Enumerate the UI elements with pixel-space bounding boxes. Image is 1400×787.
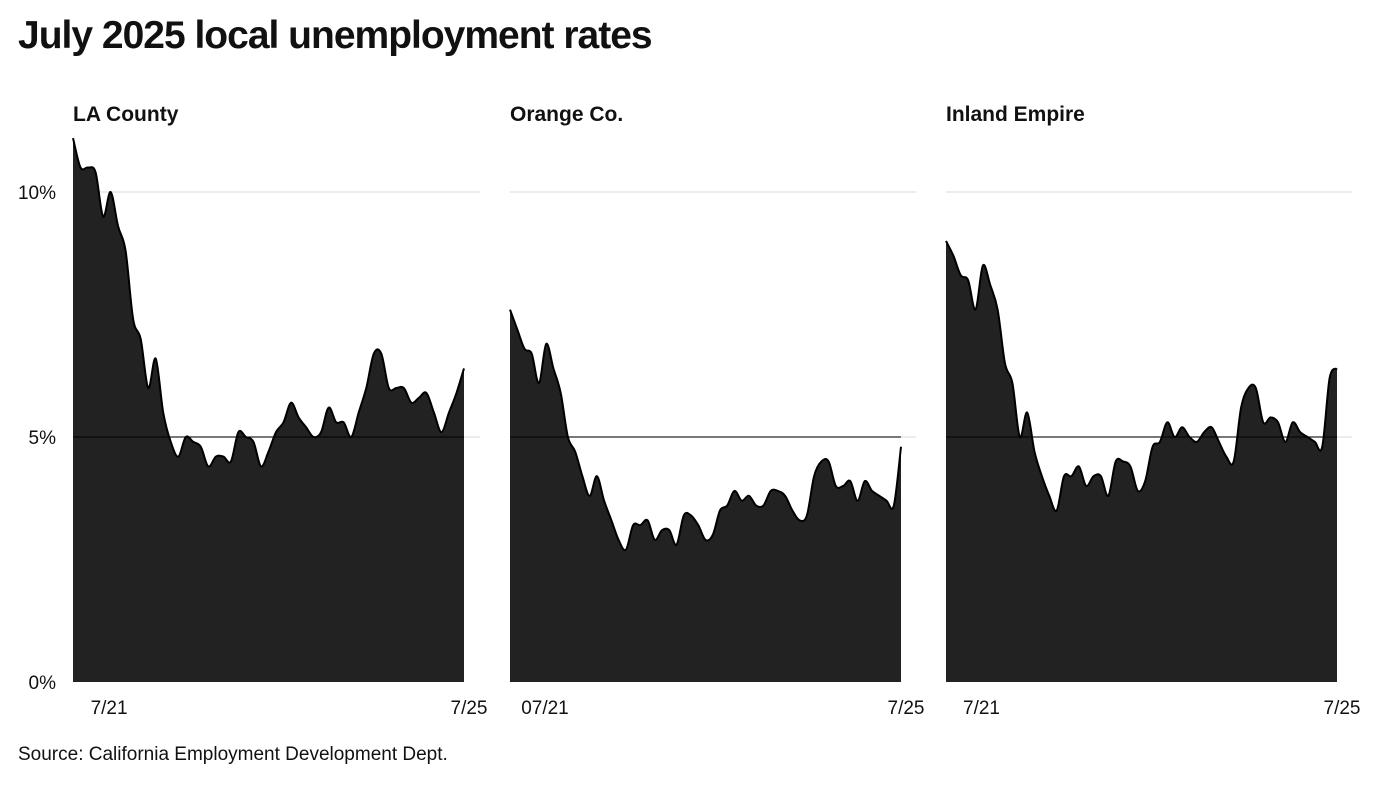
series-area (510, 309, 901, 682)
panel-title: Inland Empire (946, 103, 1085, 126)
x-tick-label: 7/25 (888, 698, 925, 719)
y-tick-label: 5% (29, 428, 57, 449)
x-tick-label: 7/25 (451, 698, 488, 719)
x-tick-label: 7/21 (963, 698, 1000, 719)
x-tick-label: 7/25 (1324, 698, 1361, 719)
series-area (73, 138, 464, 683)
panel-title: LA County (73, 103, 179, 126)
series-line (72, 137, 465, 468)
page-title: July 2025 local unemployment rates (18, 14, 653, 57)
x-tick-label: 7/21 (91, 698, 128, 719)
panel-1: Orange Co. 07/21 7/25 (509, 103, 925, 719)
series-line (945, 240, 1338, 513)
panel-2: Inland Empire 7/21 7/25 (945, 103, 1361, 719)
source-note: Source: California Employment Developmen… (18, 744, 448, 765)
x-tick-label: 07/21 (521, 698, 569, 719)
panel-0: LA County 0% 5% 10% 7/21 7/25 (18, 103, 488, 719)
y-tick-label: 0% (29, 673, 57, 694)
series-area (946, 241, 1337, 682)
y-tick-label: 10% (18, 183, 56, 204)
panel-title: Orange Co. (510, 103, 623, 126)
series-line (509, 309, 902, 552)
